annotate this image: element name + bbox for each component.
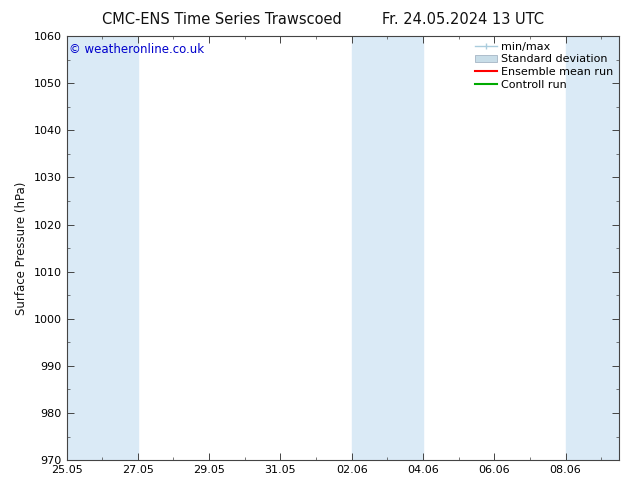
Text: Fr. 24.05.2024 13 UTC: Fr. 24.05.2024 13 UTC [382, 12, 544, 27]
Text: CMC-ENS Time Series Trawscoed: CMC-ENS Time Series Trawscoed [102, 12, 342, 27]
Bar [352, 36, 423, 460]
Bar [566, 36, 619, 460]
Legend: min/max, Standard deviation, Ensemble mean run, Controll run: min/max, Standard deviation, Ensemble me… [472, 40, 616, 92]
Bar [67, 36, 138, 460]
Text: © weatheronline.co.uk: © weatheronline.co.uk [69, 43, 204, 55]
Y-axis label: Surface Pressure (hPa): Surface Pressure (hPa) [15, 181, 28, 315]
